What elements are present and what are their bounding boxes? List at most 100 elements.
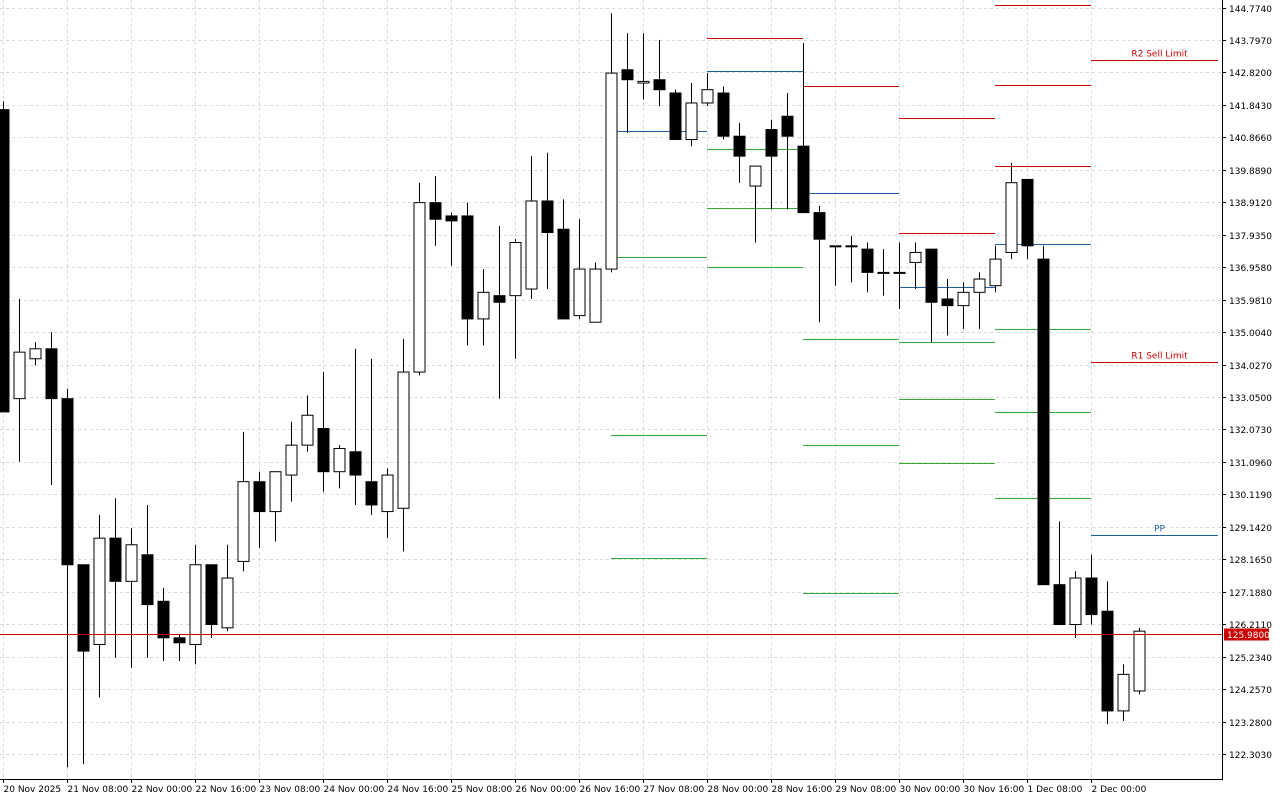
candle[interactable] [61, 388, 74, 768]
candle[interactable] [1069, 571, 1082, 638]
candle[interactable] [685, 83, 698, 147]
candle[interactable] [541, 152, 554, 290]
candle[interactable] [397, 338, 410, 552]
candle[interactable] [765, 119, 778, 210]
x-tick-label: 1 Dec 08:00 [1028, 785, 1083, 795]
candle[interactable] [45, 332, 58, 486]
x-tick-label: 26 Nov 16:00 [580, 785, 641, 795]
candle[interactable] [125, 528, 138, 668]
candle-body-bull [125, 544, 138, 582]
candle-body-bear [765, 129, 778, 157]
candle[interactable] [1133, 627, 1146, 695]
y-tick-label: 138.9120 [1229, 199, 1272, 209]
candle-body-bear [1037, 258, 1050, 586]
candle[interactable] [493, 225, 506, 399]
candle-body-bear [653, 79, 666, 91]
candle-body-bull [637, 80, 650, 84]
candle-body-bear [941, 298, 954, 307]
candle[interactable] [589, 262, 602, 323]
candle[interactable] [285, 421, 298, 502]
candle[interactable] [813, 205, 826, 323]
candle[interactable] [1101, 581, 1114, 725]
candle[interactable] [973, 272, 986, 329]
candle[interactable] [381, 468, 394, 539]
candle[interactable] [925, 248, 938, 343]
candle[interactable] [413, 182, 426, 376]
candle[interactable] [93, 514, 106, 698]
candle[interactable] [1021, 178, 1034, 260]
candles[interactable] [0, 13, 1146, 768]
candle[interactable] [237, 431, 250, 572]
candle-body-bear [253, 481, 266, 513]
candle[interactable] [669, 89, 682, 141]
candle[interactable] [429, 176, 442, 246]
candle[interactable] [301, 395, 314, 452]
candle[interactable] [13, 298, 26, 462]
candle-body-bull [1133, 630, 1146, 692]
candle[interactable] [445, 212, 458, 266]
candle-body-bear [141, 554, 154, 606]
candle[interactable] [733, 122, 746, 183]
candle[interactable] [1005, 162, 1018, 260]
candle[interactable] [1117, 664, 1130, 721]
candle-body-bear [1101, 610, 1114, 712]
candle[interactable] [621, 33, 634, 133]
candle[interactable] [909, 242, 922, 290]
candle[interactable] [749, 165, 762, 243]
candle-body-bull [573, 268, 586, 317]
candle-body-bull [477, 291, 490, 320]
candle[interactable] [861, 242, 874, 293]
candle[interactable] [317, 372, 330, 492]
candle[interactable] [653, 39, 666, 107]
candle[interactable] [141, 504, 154, 658]
candle[interactable] [557, 199, 570, 320]
candle[interactable] [109, 498, 122, 658]
candle[interactable] [461, 202, 474, 346]
candle[interactable] [173, 634, 186, 662]
candle-body-bull [29, 348, 42, 360]
candle[interactable] [605, 13, 618, 273]
candle[interactable] [797, 43, 810, 214]
candle[interactable] [525, 156, 538, 299]
candle[interactable] [701, 73, 714, 107]
candle[interactable] [0, 101, 10, 413]
y-tick-label: 124.2570 [1229, 686, 1272, 696]
x-tick-label: 24 Nov 16:00 [388, 785, 449, 795]
x-tick-label: 2 Dec 00:00 [1092, 785, 1147, 795]
candle[interactable] [1037, 245, 1050, 586]
candle-body-bull [237, 481, 250, 562]
candle[interactable] [717, 86, 730, 140]
candle-body-bull [1117, 673, 1130, 712]
candle[interactable] [781, 93, 794, 210]
candle[interactable] [157, 587, 170, 662]
candle[interactable] [1053, 521, 1066, 626]
candle-body-bear [61, 398, 74, 566]
candle-body-bear [109, 537, 122, 582]
candle[interactable] [253, 471, 266, 549]
candle[interactable] [205, 564, 218, 638]
candle[interactable] [29, 342, 42, 366]
y-tick-label: 141.8430 [1229, 102, 1272, 112]
candle[interactable] [957, 282, 970, 329]
candle[interactable] [269, 471, 282, 542]
candle[interactable] [845, 235, 858, 283]
candle[interactable] [333, 445, 346, 489]
candle[interactable] [829, 245, 842, 286]
candle[interactable] [365, 358, 378, 515]
candle[interactable] [349, 348, 362, 505]
candle[interactable] [941, 279, 954, 336]
candle[interactable] [1085, 554, 1098, 625]
candle[interactable] [989, 245, 1002, 293]
candle[interactable] [477, 269, 490, 346]
candle[interactable] [877, 249, 890, 296]
candle[interactable] [893, 242, 906, 309]
candle[interactable] [637, 33, 650, 100]
candle[interactable] [509, 239, 522, 359]
candle[interactable] [221, 544, 234, 632]
candle[interactable] [77, 564, 90, 765]
candle[interactable] [189, 544, 202, 665]
y-tick-label: 126.2110 [1229, 621, 1272, 631]
candle[interactable] [573, 219, 586, 319]
